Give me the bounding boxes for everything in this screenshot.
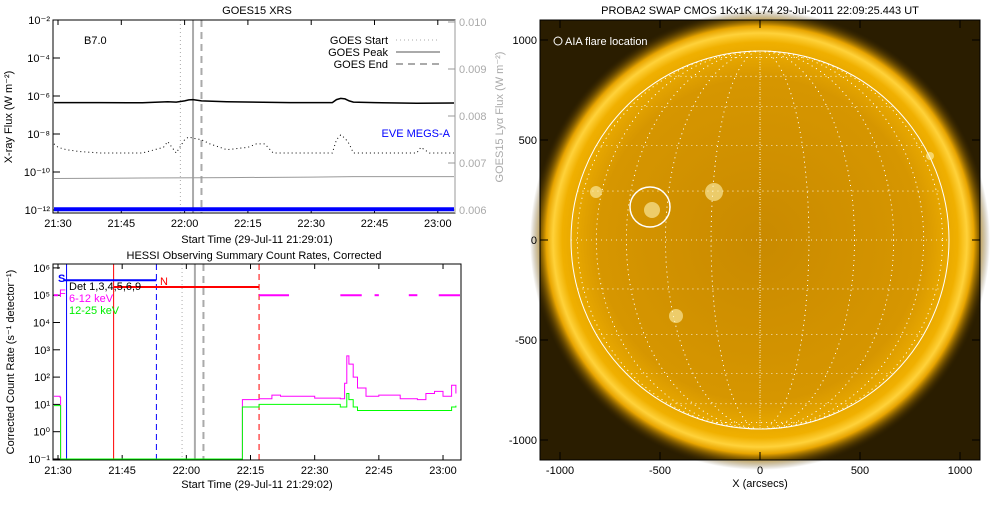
swap-ytick-label: 1000: [513, 35, 537, 47]
swap-ytick-label: -1000: [509, 435, 537, 447]
goes-ytick-right-label: 0.010: [459, 17, 487, 29]
swap-xtick-label: 500: [851, 465, 869, 477]
swap-xtick-label: 1000: [948, 465, 972, 477]
hessi-legend-6-12kev: 6-12 keV: [69, 293, 114, 305]
hessi-xtick-label: 22:15: [237, 465, 265, 477]
goes-ytick-label: 10⁻⁶: [27, 91, 50, 103]
hessi-series-12-25-kev: [54, 394, 456, 460]
hessi-ytick-label: 10¹: [34, 399, 50, 411]
goes-xtick-label: 23:00: [424, 218, 452, 230]
swap-xtick-label: 0: [757, 465, 763, 477]
legend-goes-start: GOES Start: [330, 35, 388, 47]
hessi-xtick-label: 21:30: [44, 465, 72, 477]
swap-xtick-label: -500: [649, 465, 671, 477]
swap-image-panel: PROBA2 SWAP CMOS 1Kx1K 174 29-Jul-2011 2…: [509, 5, 990, 490]
goes-series-goes15-ly-: [54, 177, 454, 179]
goes-ytick-right-label: 0.006: [459, 205, 487, 217]
goes-xtick-label: 22:45: [361, 218, 389, 230]
hessi-flag-n: N: [160, 276, 168, 288]
active-region: [705, 183, 723, 201]
goes-series-goes-long-1-8-: [54, 98, 454, 103]
goes-class-annotation: B7.0: [84, 35, 107, 47]
goes-xlabel: Start Time (29-Jul-11 21:29:01): [181, 234, 332, 246]
goes-xtick-label: 22:00: [171, 218, 199, 230]
goes-xtick-label: 22:30: [297, 218, 325, 230]
goes-ytick-label: 10⁻⁴: [27, 53, 50, 65]
hessi-legend-12-25kev: 12-25 keV: [69, 305, 120, 317]
active-region: [644, 202, 660, 218]
legend-goes-end: GOES End: [334, 59, 388, 71]
hessi-flag-s: S: [58, 273, 65, 285]
goes-ytick-right-label: 0.007: [459, 158, 487, 170]
goes-ytick-label: 10⁻¹²: [25, 205, 51, 217]
goes-ylabel-right: GOES15 Lyα Flux (W m⁻²): [494, 52, 506, 183]
active-region: [669, 309, 683, 323]
hessi-xtick-label: 21:45: [108, 465, 136, 477]
swap-ytick-label: -500: [515, 335, 537, 347]
goes-xtick-label: 21:45: [108, 218, 136, 230]
swap-ytick-label: 0: [531, 235, 537, 247]
hessi-xlabel: Start Time (29-Jul-11 21:29:02): [181, 479, 332, 491]
hessi-panel: HESSI Observing Summary Count Rates, Cor…: [5, 250, 461, 491]
active-region: [926, 152, 934, 160]
eve-megs-a-label: EVE MEGS-A: [382, 128, 451, 140]
hessi-xtick-label: 22:00: [173, 465, 201, 477]
hessi-ytick-label: 10⁶: [33, 263, 50, 275]
goes-ytick-label: 10⁻¹⁰: [24, 167, 51, 179]
goes-xrs-panel: GOES15 XRS 10⁻² 10⁻⁴ 10⁻⁶ 10⁻⁸ 10⁻¹⁰ 10⁻¹² 0.0…: [3, 5, 506, 246]
hessi-ytick-label: 10⁵: [33, 290, 50, 302]
hessi-ytick-label: 10²: [34, 372, 50, 384]
hessi-flag-f: F: [59, 288, 66, 300]
goes-ytick-right-label: 0.009: [459, 64, 487, 76]
goes-ytick-right-label: 0.008: [459, 111, 487, 123]
swap-xtick-label: -1000: [546, 465, 574, 477]
hessi-legend-detectors: Det 1,3,4,5,6,9: [69, 281, 141, 293]
goes-ylabel: X-ray Flux (W m⁻²): [3, 71, 15, 164]
hessi-ytick-label: 10³: [34, 345, 50, 357]
hessi-ytick-label: 10⁴: [33, 318, 50, 330]
goes-xtick-label: 22:15: [234, 218, 262, 230]
hessi-ylabel: Corrected Count Rate (s⁻¹ detector⁻¹): [5, 270, 17, 455]
active-region: [590, 186, 602, 198]
goes-ytick-label: 10⁻⁸: [27, 129, 50, 141]
hessi-title: HESSI Observing Summary Count Rates, Cor…: [127, 250, 382, 262]
swap-xlabel: X (arcsecs): [732, 478, 788, 490]
hessi-xtick-label: 22:30: [301, 465, 329, 477]
goes-xtick-label: 21:30: [44, 218, 72, 230]
hessi-xtick-label: 23:00: [429, 465, 457, 477]
hessi-xtick-label: 22:45: [365, 465, 393, 477]
goes-ytick-label: 10⁻²: [28, 15, 50, 27]
hessi-frame: [53, 264, 461, 460]
flare-legend-label: AIA flare location: [565, 36, 648, 48]
hessi-ytick-label: 10⁰: [33, 427, 50, 439]
goes-frame: [53, 20, 455, 213]
swap-ytick-label: 500: [519, 135, 537, 147]
goes-title: GOES15 XRS: [222, 5, 292, 17]
legend-goes-peak: GOES Peak: [328, 47, 388, 59]
